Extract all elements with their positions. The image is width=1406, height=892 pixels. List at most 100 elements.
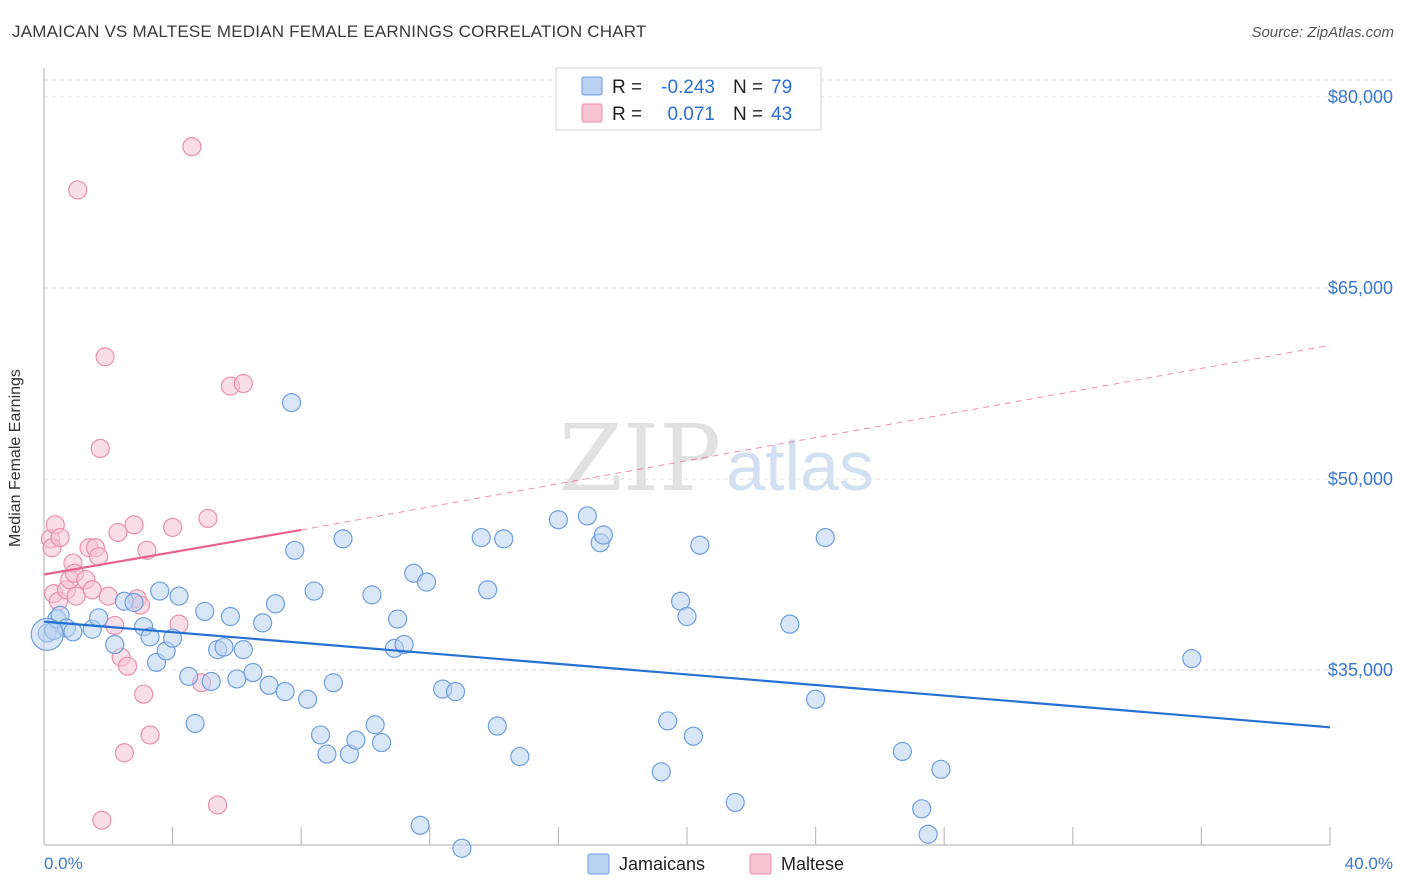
legend-n-label-maltese: N = — [733, 104, 763, 125]
maltese-trend-line-extension — [301, 344, 1331, 531]
jamaicans-point — [912, 799, 932, 819]
maltese-point — [90, 438, 110, 459]
jamaicans-point — [333, 529, 353, 549]
jamaicans-point — [317, 744, 337, 764]
series-legend-label-maltese: Maltese — [781, 854, 844, 874]
maltese-point — [198, 508, 218, 529]
legend-r-value-maltese: 0.071 — [667, 104, 715, 125]
stats-legend: R = -0.243 N = 79 R = 0.071 N = 43 — [555, 67, 822, 131]
maltese-point — [233, 373, 253, 394]
legend-n-value-maltese: 43 — [771, 104, 792, 125]
jamaicans-point — [725, 792, 745, 813]
jamaicans-point — [445, 682, 466, 702]
maltese-point — [134, 684, 154, 704]
jamaicans-point — [388, 609, 408, 629]
maltese-point — [117, 656, 138, 676]
watermark-atlas: atlas — [726, 427, 874, 505]
x-tick-label-left: 0.0% — [44, 854, 83, 873]
legend-r-value-jamaicans: -0.243 — [661, 77, 715, 98]
maltese-point — [95, 347, 115, 367]
jamaicans-point — [651, 762, 671, 782]
jamaicans-point — [805, 689, 826, 709]
jamaicans-point — [281, 393, 302, 413]
watermark: ZIP atlas — [559, 405, 874, 512]
jamaicans-point — [690, 535, 710, 555]
jamaicans-point — [362, 585, 382, 605]
jamaicans-point — [471, 527, 491, 548]
maltese-point — [163, 517, 183, 537]
jamaicans-point — [169, 586, 189, 606]
x-tick-label-right: 40.0% — [1345, 854, 1393, 873]
series-legend: Jamaicans Maltese — [587, 853, 844, 875]
jamaicans-point — [371, 732, 392, 753]
jamaicans-point — [220, 606, 241, 627]
jamaicans-point — [310, 725, 331, 745]
y-tick-labels: $80,000 $65,000 $50,000 $35,000 — [1328, 87, 1393, 680]
series-legend-label-jamaicans: Jamaicans — [619, 854, 705, 874]
jamaicans-point — [478, 580, 498, 600]
jamaicans-point — [510, 746, 530, 767]
jamaicans-point — [30, 617, 64, 651]
jamaicans-point — [577, 506, 597, 526]
jamaicans-point — [179, 666, 199, 686]
jamaicans-point — [105, 634, 125, 655]
maltese-point — [50, 527, 70, 548]
jamaicans-point — [815, 527, 835, 548]
jamaicans-point — [918, 824, 938, 844]
jamaicans-point — [677, 606, 697, 627]
y-tick-label: $65,000 — [1328, 278, 1393, 298]
jamaicans-point — [253, 613, 273, 633]
series-legend-swatch-maltese — [749, 853, 772, 875]
jamaicans-point — [275, 682, 295, 702]
y-tick-label: $50,000 — [1328, 469, 1393, 489]
jamaicans-point — [227, 669, 247, 689]
maltese-point — [92, 810, 112, 830]
series-legend-swatch-jamaicans — [587, 853, 610, 875]
jamaicans-point — [285, 540, 305, 560]
jamaicans-trend-line — [43, 620, 1331, 729]
y-axis-label: Median Female Earnings — [7, 369, 24, 547]
maltese-point — [82, 580, 102, 600]
source-label: Source: ZipAtlas.com — [1251, 24, 1394, 41]
jamaicans-point — [265, 594, 286, 614]
jamaicans-point — [780, 614, 800, 634]
jamaicans-point — [410, 815, 430, 835]
jamaicans-point — [365, 715, 385, 735]
maltese-point — [108, 522, 128, 543]
jamaicans-point — [243, 662, 263, 683]
maltese-point — [68, 180, 88, 200]
axes — [43, 68, 1331, 846]
trend-lines — [43, 344, 1331, 729]
maltese-point — [105, 615, 125, 636]
maltese-trend-line — [43, 528, 302, 576]
jamaicans-point — [214, 637, 234, 657]
maltese-points — [40, 137, 253, 830]
jamaicans-point — [487, 716, 507, 736]
legend-swatch-maltese — [581, 103, 603, 123]
jamaicans-point — [298, 689, 318, 709]
maltese-point — [124, 515, 144, 535]
jamaicans-point — [346, 730, 366, 750]
jamaicans-point — [195, 601, 215, 622]
jamaicans-point — [931, 759, 951, 779]
jamaicans-point — [593, 525, 614, 545]
jamaicans-point — [658, 711, 678, 731]
maltese-point — [208, 795, 228, 815]
legend-r-label-jamaicans: R = — [612, 77, 642, 98]
chart-title: JAMAICAN VS MALTESE MEDIAN FEMALE EARNIN… — [12, 22, 647, 41]
jamaicans-point — [150, 581, 170, 601]
jamaicans-point — [124, 592, 144, 613]
jamaicans-point — [185, 713, 205, 734]
jamaicans-point — [1182, 648, 1202, 669]
jamaicans-point — [89, 608, 109, 628]
watermark-zip: ZIP — [559, 405, 721, 512]
maltese-point — [182, 137, 202, 157]
legend-r-label-maltese: R = — [612, 104, 642, 125]
jamaicans-point — [233, 640, 253, 660]
jamaicans-point — [548, 510, 569, 530]
jamaicans-point — [416, 572, 437, 592]
jamaicans-point — [259, 675, 279, 695]
jamaicans-point — [452, 838, 472, 858]
legend-swatch-jamaicans — [581, 76, 603, 96]
